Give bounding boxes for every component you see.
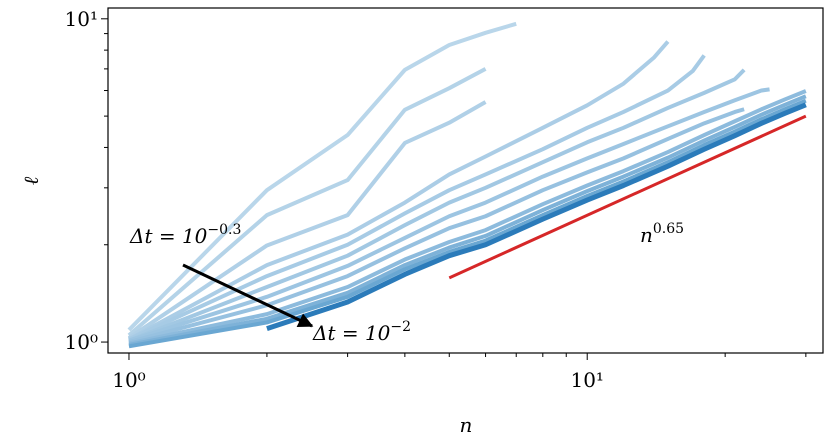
reference-line (448, 114, 807, 280)
plot-frame (107, 7, 824, 354)
arrow (182, 263, 314, 328)
series-line (128, 94, 807, 347)
series-line (128, 98, 807, 349)
series-line (128, 54, 706, 342)
reference-label-exponent: 0.65 (653, 221, 684, 237)
x-axis-label: n (460, 413, 473, 437)
series-line (128, 68, 746, 343)
y-axis-label: ℓ (19, 176, 43, 185)
series-line (128, 40, 670, 342)
series-line (128, 89, 807, 346)
series-line (127, 21, 517, 332)
x-tick-label: 10⁰ (112, 368, 145, 392)
plot-area (127, 21, 807, 349)
series-line (127, 67, 487, 337)
x-tick-label: 10¹ (570, 368, 603, 392)
annotation-exponent: −2 (390, 319, 411, 335)
series-line (127, 100, 487, 340)
annotation-exponent: −0.3 (207, 222, 241, 238)
annotation-base: Δt = 10 (129, 224, 208, 248)
y-tick-label: 10⁰ (65, 330, 98, 354)
series-line (128, 87, 770, 343)
annotation: Δt = 10−0.3 (129, 222, 241, 248)
series-line (128, 107, 745, 344)
annotation: Δt = 10−2 (312, 319, 411, 345)
reference-label: n0.65 (640, 221, 684, 247)
series-line (266, 102, 807, 332)
annotation-base: Δt = 10 (312, 321, 391, 345)
y-tick-label: 10¹ (65, 7, 98, 31)
reference-label-base: n (640, 223, 653, 247)
